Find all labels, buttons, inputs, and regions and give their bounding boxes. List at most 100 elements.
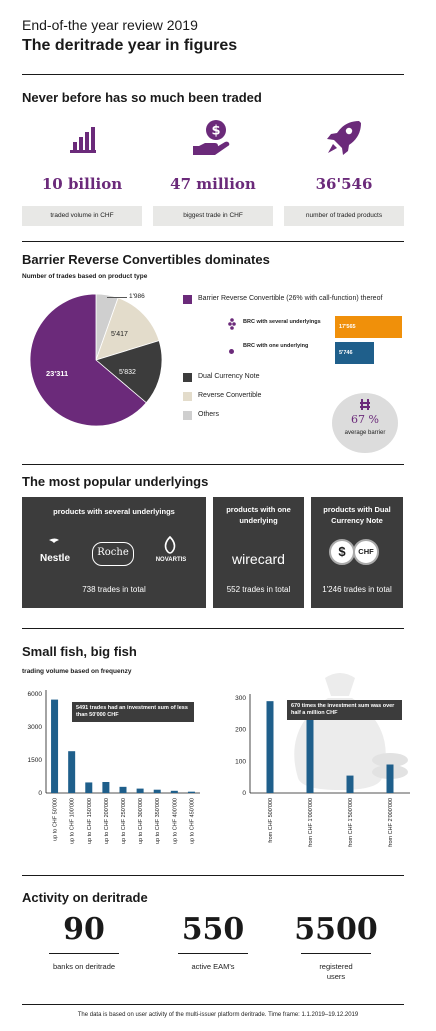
logo-roche: Roche	[97, 547, 129, 558]
x-tick-label: up to CHF 400'000	[172, 798, 178, 844]
page-title: The deritrade year in figures	[22, 37, 238, 54]
chf-coin-icon	[353, 539, 379, 565]
kpi-label-products: number of traded products	[284, 206, 404, 226]
product-type-pie-chart	[29, 293, 163, 427]
dots-cluster-icon	[228, 318, 236, 330]
y-tick-label: 300	[235, 695, 246, 702]
section-subtitle-fish: trading volume based on frequenzy	[22, 668, 132, 675]
y-tick-label: 3000	[28, 724, 43, 731]
footer-note: The data is based on user activity of th…	[77, 1012, 359, 1018]
legend-label-rc: Reverse Convertible	[198, 392, 262, 399]
x-tick-label: up to CHF 350'000	[155, 798, 161, 844]
pie-leader-line	[107, 297, 127, 298]
pie-label-rc: 5'417	[111, 331, 128, 338]
underlying-card-dcn: products with Dual Currency Note $ CHF 1…	[311, 497, 403, 608]
y-tick-label: 0	[38, 790, 42, 797]
x-tick-label: up to CHF 450'000	[189, 798, 195, 844]
bar	[153, 789, 161, 793]
page-supertitle: End-of-the year review 2019	[22, 17, 198, 33]
kpi-label-volume: traded volume in CHF	[22, 206, 142, 226]
x-tick-label: up to CHF 200'000	[104, 798, 110, 844]
legend-swatch-brc	[183, 295, 192, 304]
single-dot-icon	[229, 349, 234, 354]
legend-label-others: Others	[198, 411, 220, 418]
underlying-card-several: products with several underlyings Nestle…	[22, 497, 206, 608]
barrier-icon	[360, 399, 370, 410]
legend-label-brc-several: BRC with several underlyings	[243, 319, 321, 325]
callout-large-trades: 670 times the investment sum was over ha…	[287, 700, 402, 720]
legend-swatch-rc	[183, 392, 192, 401]
legend-swatch-dcn	[183, 373, 192, 382]
roche-logo-hexagon	[92, 542, 134, 566]
y-tick-label: 0	[242, 790, 246, 797]
card-footer: 738 trades in total	[82, 585, 146, 594]
pie-slice-rc	[95, 297, 160, 361]
kpi-value-biggest: 47 million	[170, 175, 256, 193]
pie-slice-dcn	[95, 340, 163, 404]
divider	[22, 875, 404, 876]
bar	[170, 790, 178, 793]
brc-several-value-bar: 17'565	[335, 316, 402, 338]
stat-underline	[49, 953, 119, 954]
bar	[119, 786, 127, 793]
dollar-coin-icon	[329, 539, 355, 565]
section-title-traded: Never before has so much been traded	[22, 90, 262, 105]
callout-small-trades: 5491 trades had an investment sum of les…	[72, 702, 194, 722]
pie-label-brc: 23'311	[46, 369, 69, 378]
stat-value-eams: 550	[181, 912, 245, 947]
rocket-icon	[327, 121, 361, 155]
y-tick-label: 6000	[28, 691, 43, 698]
legend-label-brc-one: BRC with one underlying	[243, 343, 309, 349]
stat-label-banks: banks on deritrade	[52, 962, 116, 971]
y-tick-label: 200	[235, 727, 246, 734]
average-barrier-label: average barrier	[344, 430, 386, 436]
bar	[51, 699, 59, 793]
novartis-logo-icon	[164, 535, 176, 554]
section-title-brc: Barrier Reverse Convertibles dominates	[22, 252, 270, 267]
x-tick-label: from CHF 1'000'000	[308, 798, 314, 847]
stat-value-users: 5500	[294, 912, 378, 947]
bar	[266, 701, 274, 793]
pie-slices	[29, 293, 163, 427]
x-tick-label: from CHF 500'000	[268, 798, 274, 843]
divider	[22, 74, 404, 75]
brc-one-value-bar: 5'746	[335, 342, 374, 364]
x-tick-label: up to CHF 100'000	[70, 798, 76, 844]
hand-coin-icon: $	[193, 120, 230, 155]
logo-wirecard: wirecard	[232, 551, 285, 567]
card-footer: 1'246 trades in total	[322, 585, 392, 594]
pie-label-others: 1'986	[129, 293, 145, 300]
bar	[386, 764, 394, 793]
bar	[187, 791, 195, 793]
divider	[22, 241, 404, 242]
bar	[306, 715, 314, 793]
x-tick-label: up to CHF 300'000	[138, 798, 144, 844]
dollar-symbol: $	[338, 544, 346, 559]
kpi-label-biggest: biggest trade in CHF	[153, 206, 273, 226]
x-tick-label: from CHF 2'000'000	[388, 798, 394, 847]
pie-slice-brc	[29, 293, 147, 427]
x-tick-label: up to CHF 150'000	[87, 798, 93, 844]
section-title-activity: Activity on deritrade	[22, 890, 148, 905]
svg-text:$: $	[211, 124, 220, 139]
stat-underline	[301, 953, 371, 954]
average-barrier-circle: 67 % average barrier	[332, 393, 398, 453]
stat-value-banks: 90	[63, 912, 105, 947]
large-trades-bar-chart: 0 100 200 300 from CHF 500'000 from CHF 1'000…	[235, 694, 410, 847]
stat-underline	[178, 953, 248, 954]
stat-label-eams: active EAM's	[191, 962, 235, 971]
bar	[136, 788, 144, 793]
section-subtitle-brc: Number of trades based on product type	[22, 273, 148, 280]
bar-chart-icon	[70, 127, 96, 153]
bar	[68, 751, 76, 793]
x-tick-label: from CHF 1'500'000	[348, 798, 354, 847]
money-bag-watermark-icon	[294, 673, 408, 790]
card-title: products with several underlyings	[53, 507, 175, 516]
divider	[22, 464, 404, 465]
card-title: products with Dual Currency Note	[323, 505, 391, 525]
legend-label-brc: Barrier Reverse Convertible (26% with ca…	[198, 295, 383, 302]
x-tick-label: up to CHF 50'000	[53, 798, 59, 841]
divider	[22, 628, 404, 629]
average-barrier-value: 67 %	[351, 413, 379, 426]
logo-nestle: Nestle	[39, 553, 70, 564]
